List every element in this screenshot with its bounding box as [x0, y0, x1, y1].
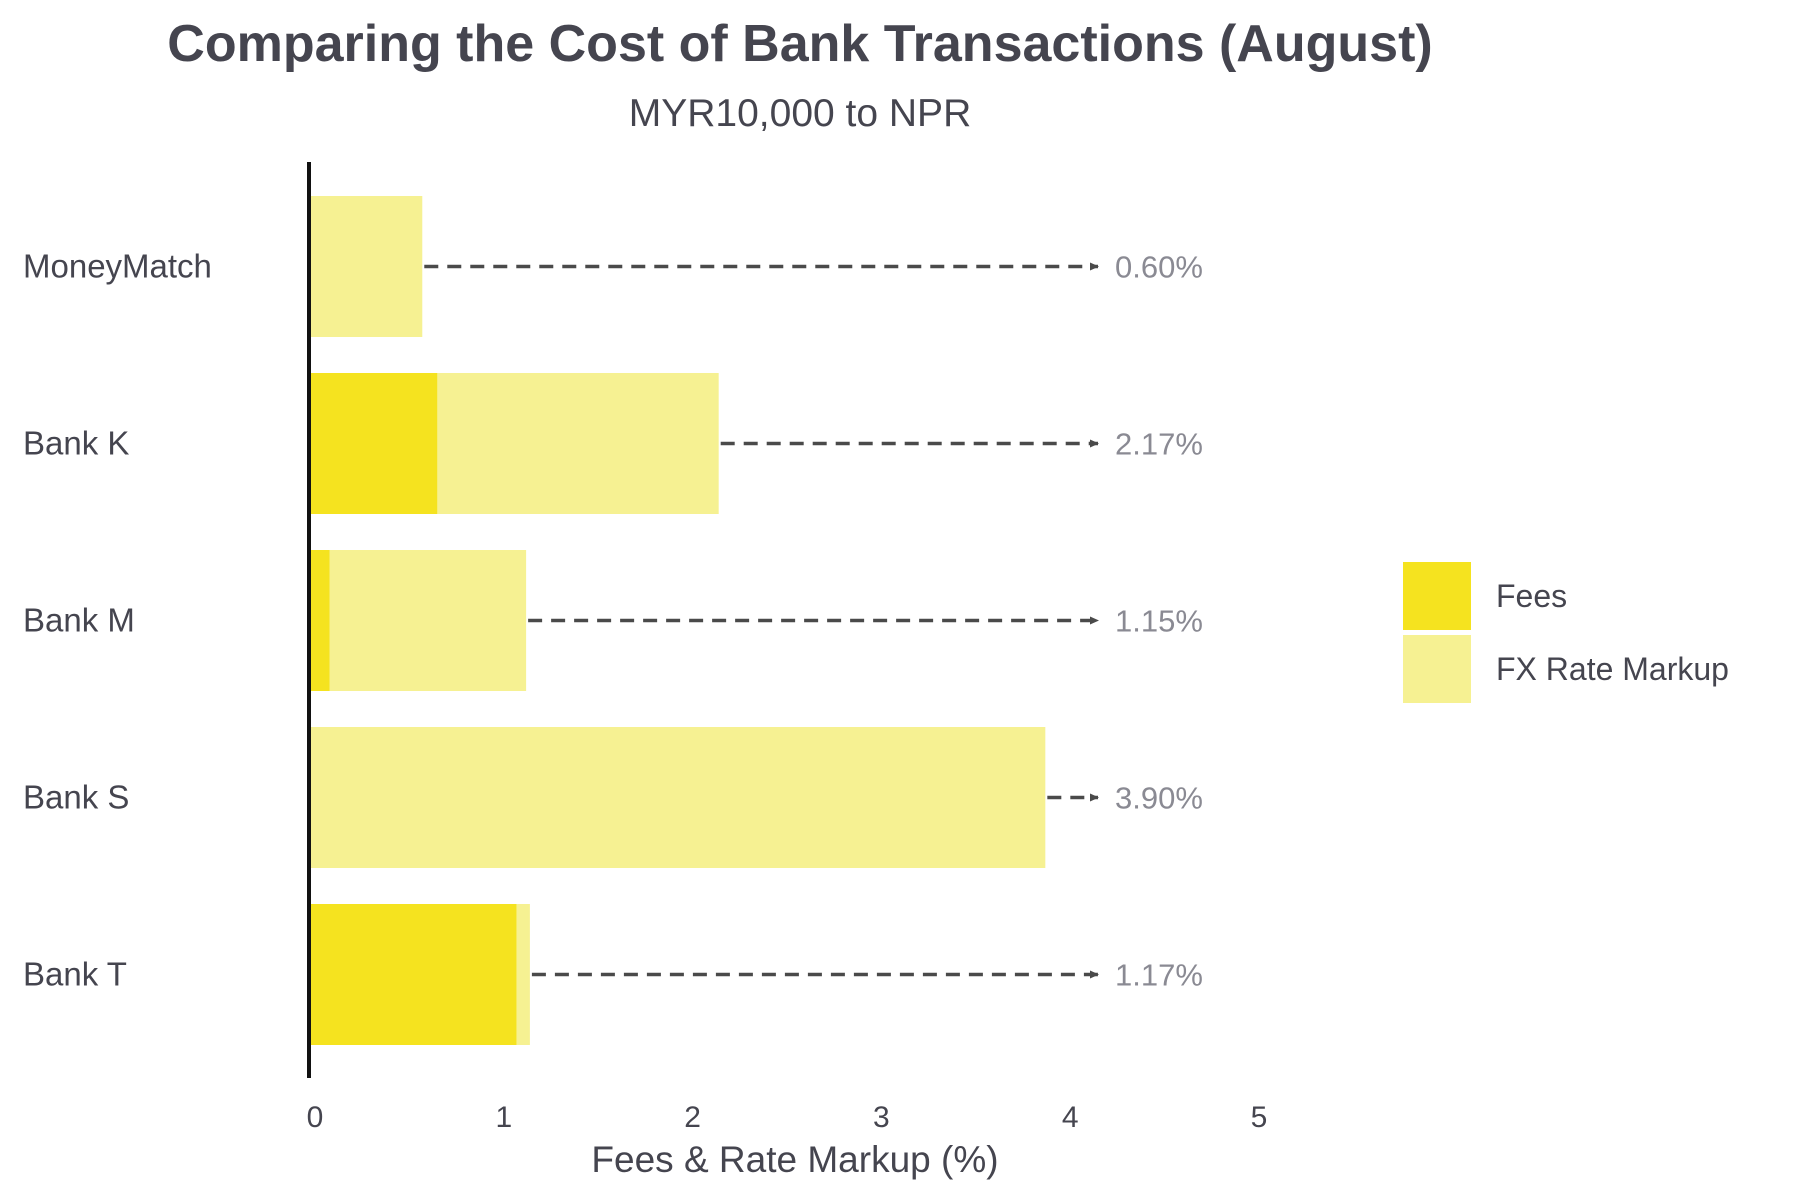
x-axis-title: Fees & Rate Markup (%) [591, 1139, 998, 1180]
category-label: Bank S [23, 779, 129, 816]
fees-bar [309, 904, 517, 1045]
total-label: 3.90% [1115, 781, 1203, 816]
category-labels: MoneyMatch Bank K Bank M Bank S Bank T [23, 248, 212, 993]
annotations-layer: 0.60% 2.17% 1.15% 3.90% 1.17% [424, 250, 1203, 993]
legend-label: FX Rate Markup [1496, 651, 1729, 687]
fx-markup-bar [309, 727, 1046, 868]
fx-markup-bar [329, 550, 527, 691]
category-label: Bank M [23, 602, 135, 639]
fees-bar [309, 373, 438, 514]
category-label: Bank T [23, 956, 127, 993]
category-label: MoneyMatch [23, 248, 212, 285]
chart-subtitle: MYR10,000 to NPR [628, 92, 972, 135]
x-tick-label: 4 [1062, 1101, 1079, 1134]
x-tick-label: 5 [1251, 1101, 1268, 1134]
x-tick-label: 0 [307, 1101, 324, 1134]
x-tick-label: 2 [684, 1101, 701, 1134]
x-tick-labels: 0 1 2 3 4 5 [307, 1101, 1268, 1134]
bars-layer [309, 196, 1046, 1045]
legend-swatch-fees [1403, 562, 1471, 630]
fx-markup-bar [437, 373, 719, 514]
total-label: 1.15% [1115, 604, 1203, 639]
x-tick-label: 3 [873, 1101, 890, 1134]
legend-label: Fees [1496, 578, 1567, 614]
category-label: Bank K [23, 425, 129, 462]
fx-markup-bar [309, 196, 423, 337]
legend-swatch-fx-markup [1403, 635, 1471, 703]
total-label: 0.60% [1115, 250, 1203, 285]
chart-title: Comparing the Cost of Bank Transactions … [167, 15, 1433, 73]
fx-markup-bar [516, 904, 530, 1045]
x-tick-label: 1 [495, 1101, 512, 1134]
total-label: 2.17% [1115, 427, 1203, 462]
total-label: 1.17% [1115, 958, 1203, 993]
fees-bar [309, 550, 330, 691]
legend: Fees FX Rate Markup [1403, 562, 1729, 703]
